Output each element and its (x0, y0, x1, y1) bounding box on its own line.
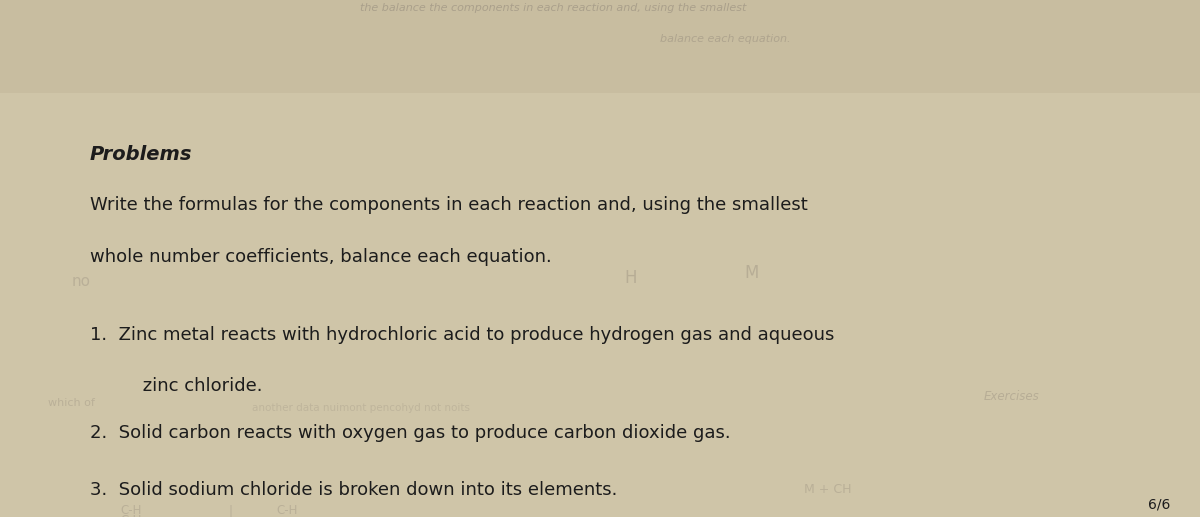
Text: whole number coefficients, balance each equation.: whole number coefficients, balance each … (90, 248, 552, 266)
Text: which of: which of (48, 398, 95, 408)
Text: zinc chloride.: zinc chloride. (114, 377, 263, 396)
Text: another data nuimont pencohyd not noits: another data nuimont pencohyd not noits (252, 403, 470, 413)
Text: balance each equation.: balance each equation. (660, 34, 791, 43)
Text: 6/6: 6/6 (1147, 498, 1170, 512)
Text: 2.  Solid carbon reacts with oxygen gas to produce carbon dioxide gas.: 2. Solid carbon reacts with oxygen gas t… (90, 424, 731, 442)
Text: no: no (72, 274, 91, 289)
Text: Exercises: Exercises (984, 390, 1039, 403)
Text: 3.  Solid sodium chloride is broken down into its elements.: 3. Solid sodium chloride is broken down … (90, 481, 617, 499)
Text: Problems: Problems (90, 145, 192, 164)
Text: the balance the components in each reaction and, using the smallest: the balance the components in each react… (360, 3, 746, 12)
Text: H: H (624, 269, 636, 287)
Text: Write the formulas for the components in each reaction and, using the smallest: Write the formulas for the components in… (90, 196, 808, 215)
Text: |: | (228, 504, 232, 517)
FancyBboxPatch shape (0, 0, 1200, 93)
Text: M + CH: M + CH (804, 483, 852, 496)
Text: 1.  Zinc metal reacts with hydrochloric acid to produce hydrogen gas and aqueous: 1. Zinc metal reacts with hydrochloric a… (90, 326, 834, 344)
Text: C-H: C-H (276, 504, 298, 517)
Text: C-H: C-H (120, 504, 142, 517)
Text: M: M (744, 264, 758, 282)
Text: C-H: C-H (120, 514, 142, 517)
